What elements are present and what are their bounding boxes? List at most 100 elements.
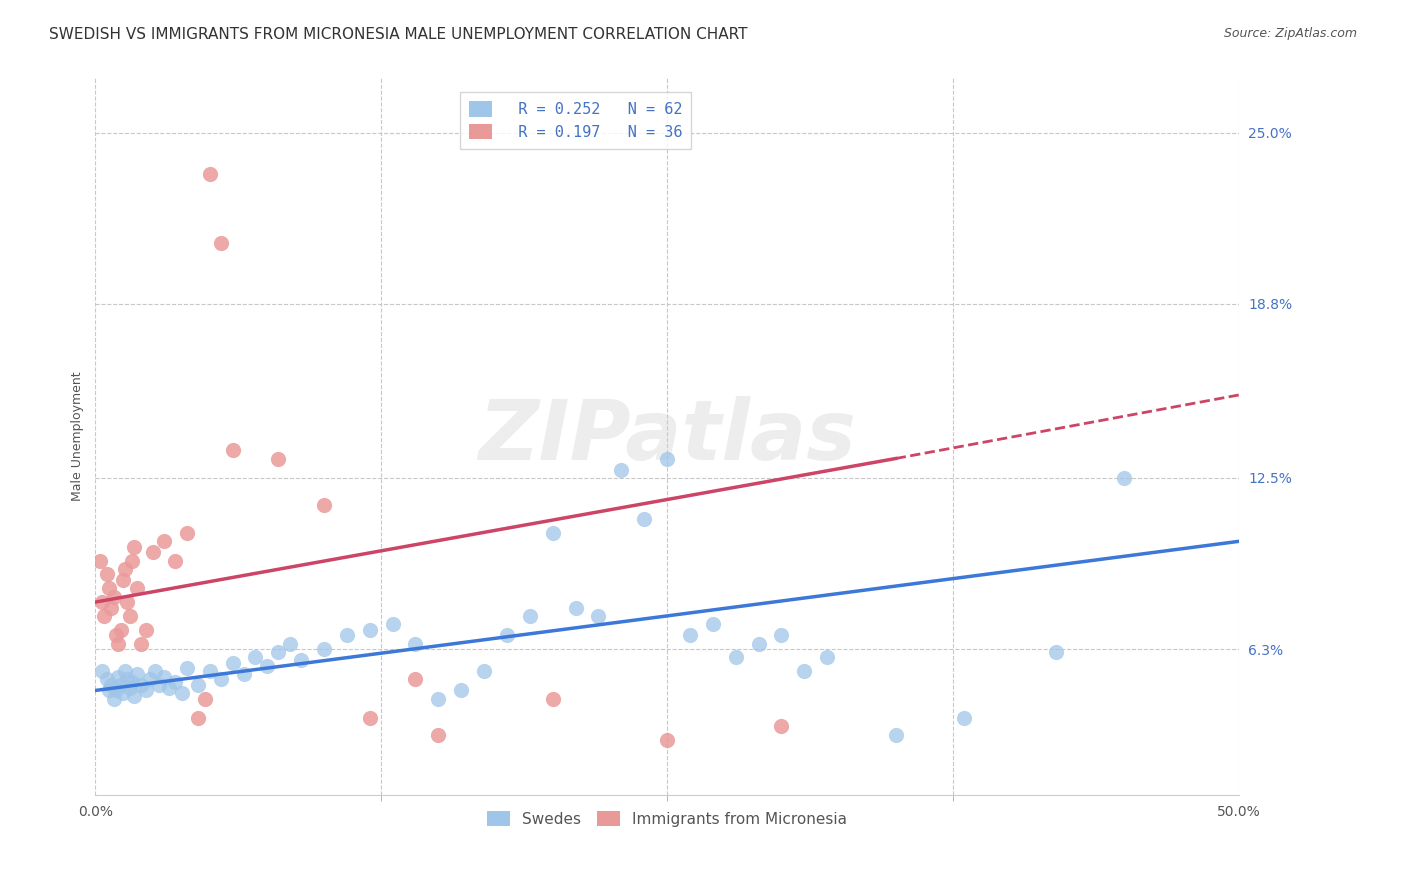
Point: [187, 711, 209, 725]
Point: [153, 534, 176, 549]
Point: [153, 670, 176, 684]
Point: [122, 540, 145, 554]
Point: [91, 664, 114, 678]
Point: [110, 623, 132, 637]
Point: [103, 590, 125, 604]
Point: [91, 595, 114, 609]
Point: [953, 711, 976, 725]
Point: [405, 673, 427, 687]
Point: [541, 691, 564, 706]
Point: [148, 678, 170, 692]
Point: [655, 451, 678, 466]
Point: [141, 545, 163, 559]
Point: [610, 462, 633, 476]
Point: [541, 526, 564, 541]
Point: [267, 451, 290, 466]
Point: [256, 658, 278, 673]
Point: [450, 683, 472, 698]
Point: [381, 617, 404, 632]
Point: [359, 623, 381, 637]
Point: [129, 636, 152, 650]
Point: [165, 675, 187, 690]
Point: [104, 628, 127, 642]
Point: [312, 499, 335, 513]
Point: [655, 733, 678, 747]
Point: [89, 554, 111, 568]
Point: [157, 681, 180, 695]
Point: [209, 236, 232, 251]
Point: [496, 628, 519, 642]
Point: [176, 661, 198, 675]
Text: SWEDISH VS IMMIGRANTS FROM MICRONESIA MALE UNEMPLOYMENT CORRELATION CHART: SWEDISH VS IMMIGRANTS FROM MICRONESIA MA…: [49, 27, 748, 42]
Point: [100, 678, 122, 692]
Point: [427, 691, 450, 706]
Point: [122, 689, 145, 703]
Point: [114, 562, 136, 576]
Point: [405, 636, 427, 650]
Point: [98, 683, 121, 698]
Point: [107, 670, 129, 684]
Point: [121, 554, 143, 568]
Point: [118, 681, 141, 695]
Text: ZIPatlas: ZIPatlas: [478, 396, 856, 477]
Point: [1114, 471, 1136, 485]
Point: [194, 691, 217, 706]
Point: [107, 636, 129, 650]
Point: [519, 608, 541, 623]
Point: [198, 167, 221, 181]
Text: Source: ZipAtlas.com: Source: ZipAtlas.com: [1223, 27, 1357, 40]
Point: [143, 664, 166, 678]
Point: [110, 678, 132, 692]
Point: [290, 653, 312, 667]
Point: [135, 623, 157, 637]
Point: [176, 526, 198, 541]
Point: [172, 686, 194, 700]
Point: [588, 608, 610, 623]
Y-axis label: Male Unemployment: Male Unemployment: [72, 372, 84, 501]
Point: [111, 686, 134, 700]
Point: [815, 650, 838, 665]
Point: [633, 512, 655, 526]
Point: [267, 645, 290, 659]
Point: [118, 608, 141, 623]
Point: [117, 595, 139, 609]
Point: [121, 675, 143, 690]
Point: [209, 673, 232, 687]
Point: [1045, 645, 1067, 659]
Point: [221, 656, 243, 670]
Point: [98, 582, 121, 596]
Point: [93, 608, 115, 623]
Point: [427, 728, 450, 742]
Point: [770, 719, 793, 733]
Point: [359, 711, 381, 725]
Point: [104, 683, 127, 698]
Point: [564, 600, 586, 615]
Point: [747, 636, 769, 650]
Point: [96, 673, 118, 687]
Point: [111, 573, 134, 587]
Point: [198, 664, 221, 678]
Point: [96, 567, 118, 582]
Point: [472, 664, 495, 678]
Point: [770, 628, 793, 642]
Point: [884, 728, 907, 742]
Point: [724, 650, 747, 665]
Point: [114, 664, 136, 678]
Point: [233, 666, 256, 681]
Point: [165, 554, 187, 568]
Point: [187, 678, 209, 692]
Point: [117, 673, 139, 687]
Point: [679, 628, 702, 642]
Point: [312, 642, 335, 657]
Point: [221, 443, 243, 458]
Legend: Swedes, Immigrants from Micronesia: Swedes, Immigrants from Micronesia: [479, 804, 855, 834]
Point: [245, 650, 267, 665]
Point: [125, 666, 148, 681]
Point: [125, 582, 148, 596]
Point: [129, 678, 152, 692]
Point: [103, 691, 125, 706]
Point: [278, 636, 301, 650]
Point: [139, 673, 162, 687]
Point: [702, 617, 724, 632]
Point: [100, 600, 122, 615]
